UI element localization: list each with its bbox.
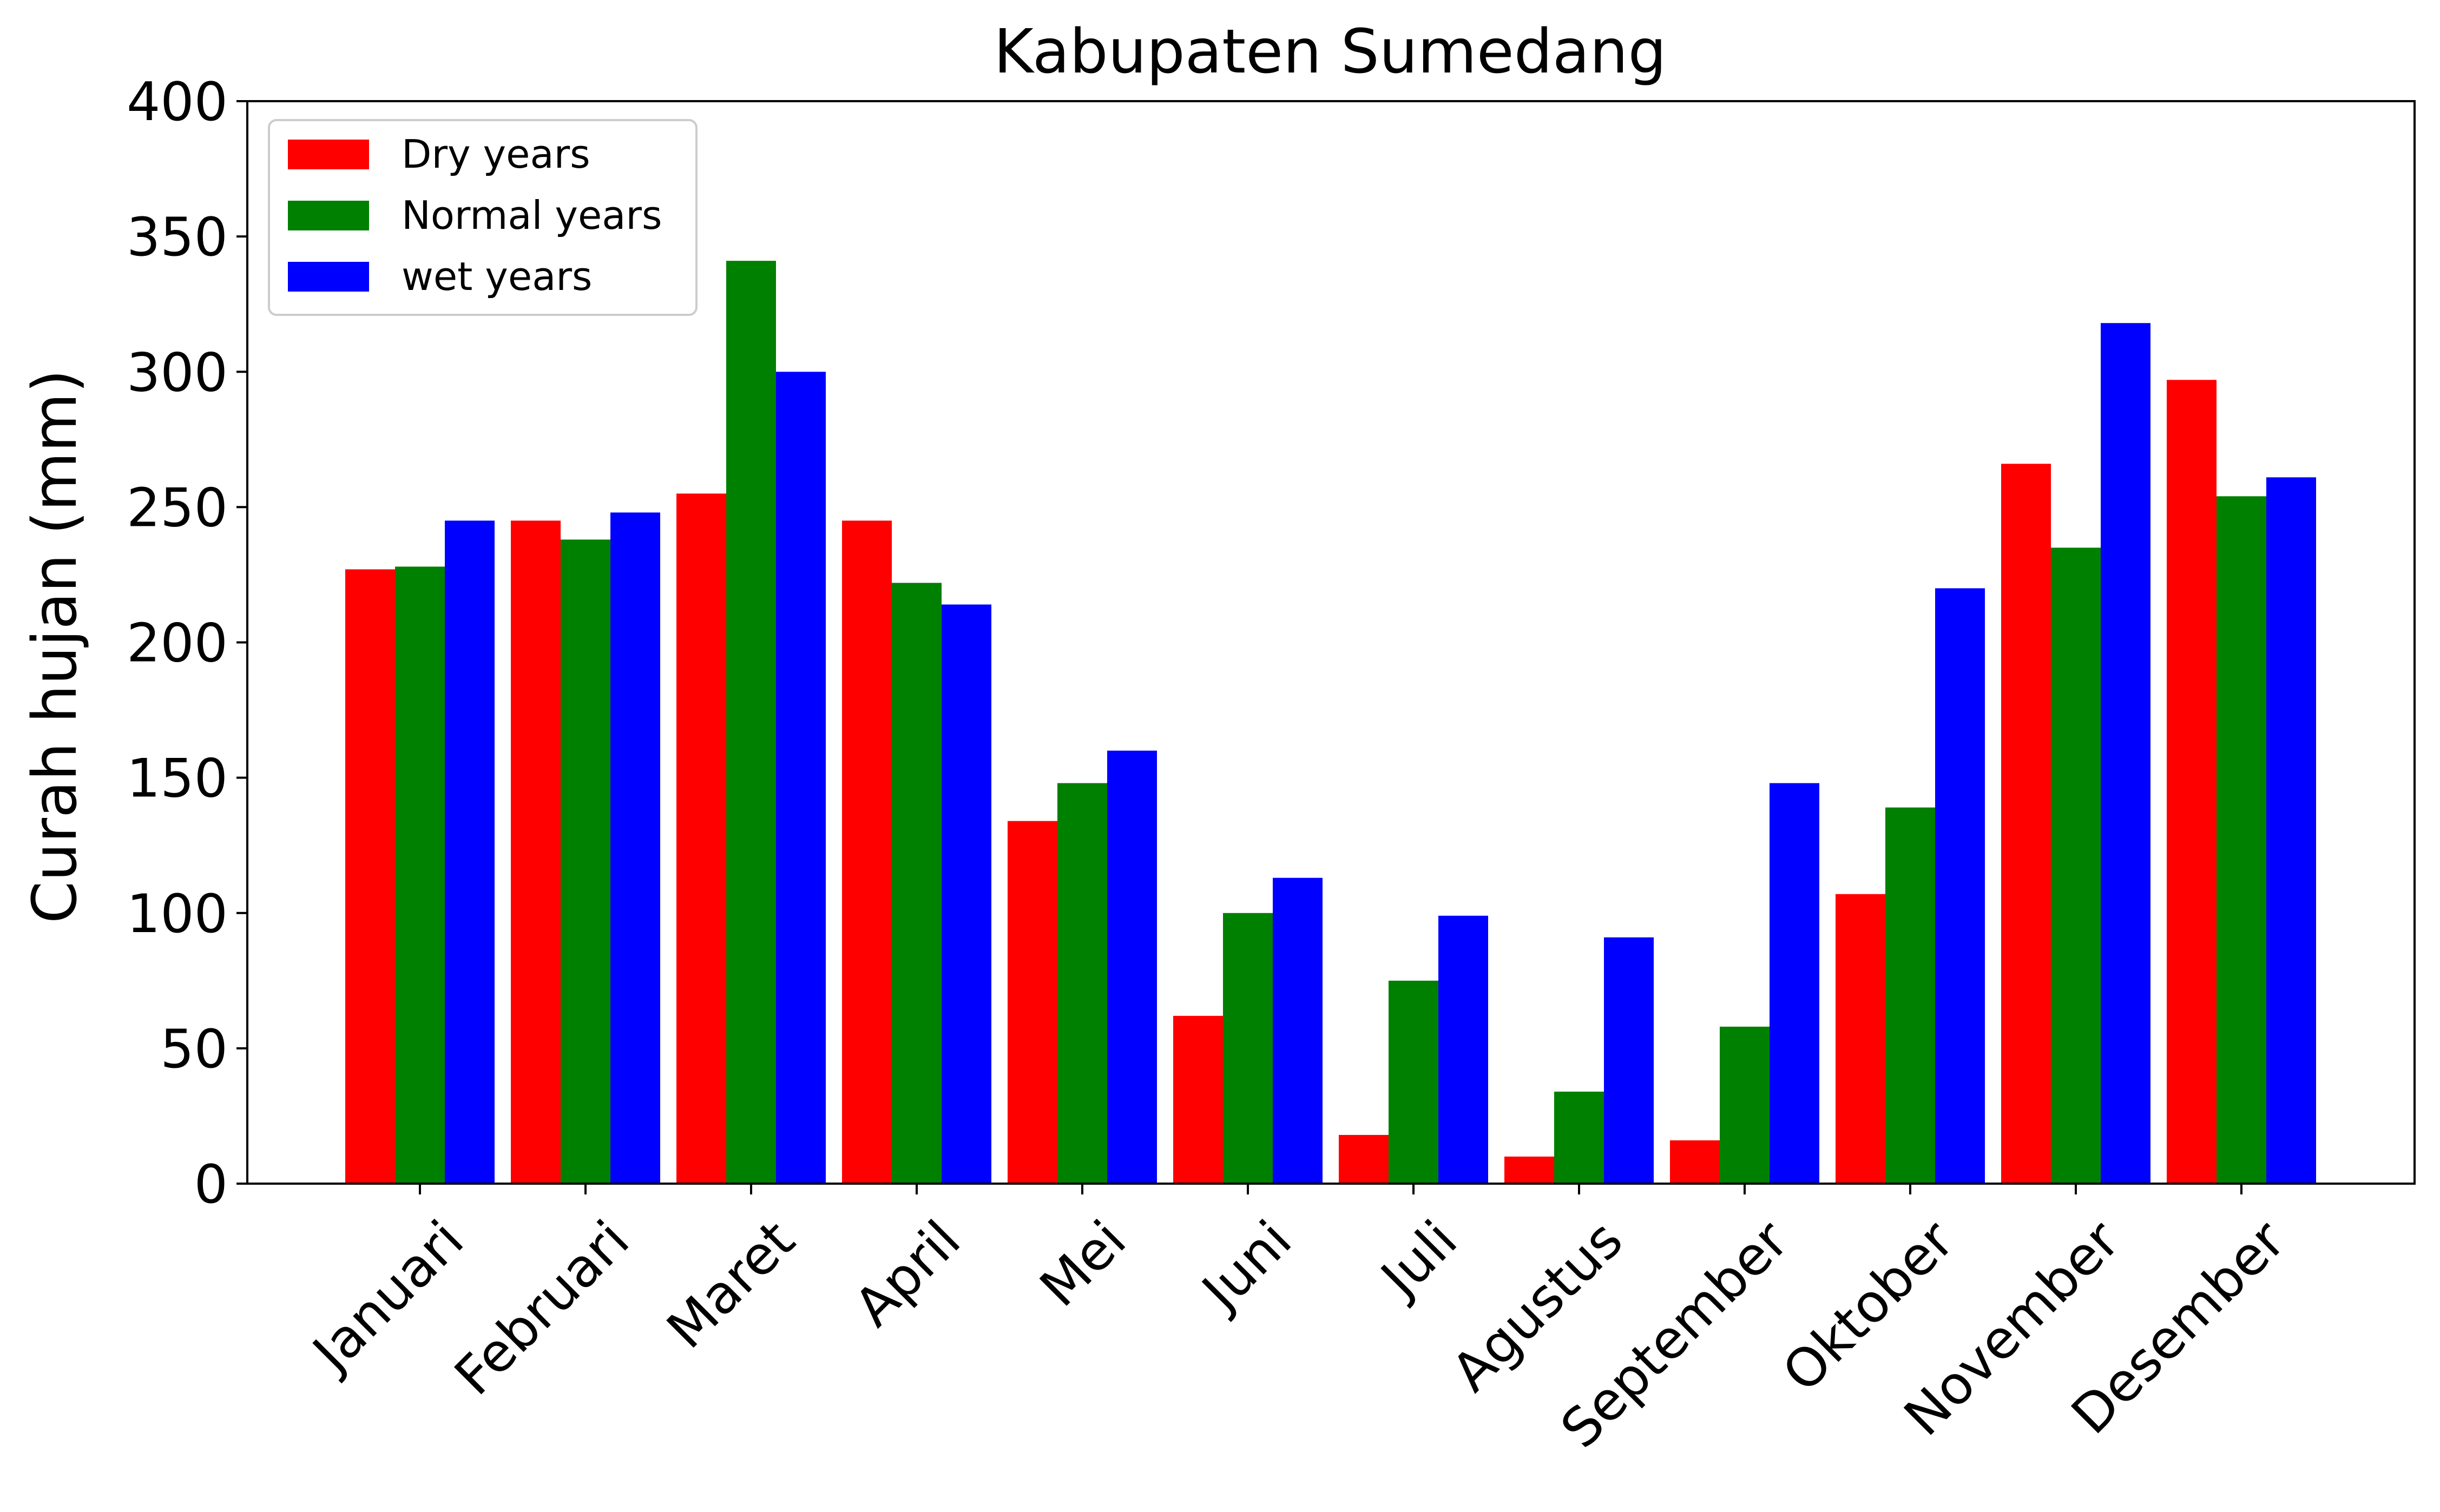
- bar: [1720, 1026, 1770, 1184]
- legend-label: Dry years: [402, 131, 590, 177]
- bar: [2001, 464, 2051, 1184]
- bar: [942, 604, 991, 1184]
- series-3: [445, 323, 2316, 1184]
- y-axis-label: Curah hujan (mm): [20, 369, 90, 923]
- legend: Dry years Normal years wet years: [268, 119, 698, 316]
- y-tick-label: 350: [127, 207, 228, 268]
- series-2: [395, 261, 2266, 1184]
- bar: [1604, 937, 1654, 1184]
- bar: [1885, 807, 1935, 1184]
- bar: [2051, 547, 2101, 1184]
- bar: [1554, 1091, 1604, 1184]
- bar: [511, 520, 561, 1184]
- bar: [1935, 588, 1985, 1184]
- bar: [1223, 913, 1273, 1184]
- bar: [1057, 783, 1107, 1184]
- y-tick-label: 150: [127, 748, 228, 810]
- bar: [2266, 477, 2316, 1184]
- bar: [445, 520, 495, 1184]
- legend-swatch: [288, 201, 369, 230]
- y-tick-label: 250: [127, 477, 228, 539]
- bar: [1173, 1015, 1223, 1184]
- bar: [676, 493, 726, 1184]
- bar: [726, 261, 776, 1184]
- bar: [2101, 323, 2150, 1184]
- bar: [1770, 783, 1819, 1184]
- bar: [1107, 750, 1157, 1184]
- bar: [892, 583, 942, 1184]
- bar: [610, 512, 660, 1184]
- legend-swatch: [288, 140, 369, 169]
- bar: [1504, 1156, 1554, 1184]
- legend-swatch: [288, 262, 369, 292]
- y-tick-label: 200: [127, 613, 228, 675]
- bar: [1836, 894, 1885, 1184]
- legend-frame: [268, 119, 698, 316]
- bar: [842, 520, 892, 1184]
- bar: [561, 539, 610, 1184]
- series-1: [345, 380, 2217, 1184]
- bar: [1339, 1134, 1389, 1184]
- bar: [2167, 380, 2217, 1184]
- bar: [1008, 821, 1057, 1184]
- bar: [776, 372, 826, 1184]
- chart-title: Kabupaten Sumedang: [994, 17, 1666, 87]
- legend-label: wet years: [402, 254, 592, 299]
- bar: [2217, 496, 2266, 1184]
- bar: [1438, 915, 1488, 1184]
- y-tick-label: 0: [194, 1154, 228, 1216]
- y-tick-label: 300: [127, 342, 228, 404]
- y-tick-label: 400: [127, 71, 228, 133]
- bars-layer: [345, 261, 2316, 1184]
- bar: [395, 566, 445, 1184]
- y-tick-label: 100: [127, 883, 228, 945]
- y-tick-label: 50: [160, 1019, 228, 1080]
- bar: [1670, 1140, 1720, 1184]
- bar: [1273, 877, 1323, 1184]
- bar: [345, 569, 395, 1184]
- bar: [1389, 980, 1438, 1184]
- legend-label: Normal years: [402, 193, 662, 238]
